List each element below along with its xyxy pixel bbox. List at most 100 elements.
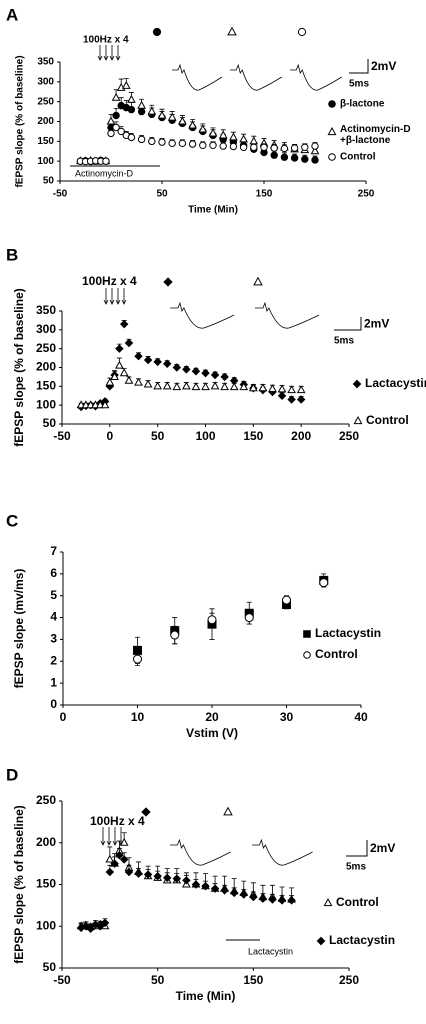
data-point bbox=[296, 395, 306, 404]
data-point bbox=[170, 630, 180, 640]
stimulus-arrow bbox=[106, 827, 112, 846]
data-point bbox=[268, 384, 277, 393]
y-tick-label: 150 bbox=[36, 379, 56, 393]
trace bbox=[230, 63, 282, 91]
data-point bbox=[199, 141, 207, 150]
stimulus-arrow bbox=[97, 45, 103, 61]
data-point bbox=[110, 859, 119, 868]
data-point bbox=[280, 153, 289, 161]
trace bbox=[172, 63, 223, 91]
trace-symbol bbox=[152, 27, 162, 37]
data-point bbox=[311, 142, 319, 150]
scale-label-y: 2mV bbox=[364, 317, 389, 331]
trace-symbol bbox=[253, 276, 263, 286]
data-point bbox=[198, 124, 208, 133]
data-point bbox=[157, 110, 167, 119]
trace-symbol bbox=[297, 27, 307, 37]
data-point bbox=[127, 94, 136, 103]
data-point bbox=[207, 615, 217, 625]
data-point bbox=[110, 372, 119, 380]
data-point bbox=[319, 578, 329, 588]
data-point bbox=[249, 892, 258, 902]
data-point bbox=[168, 139, 176, 148]
legend-label: Control bbox=[315, 647, 358, 661]
stimulus-arrow bbox=[100, 827, 106, 846]
data-point bbox=[290, 154, 299, 162]
data-point bbox=[115, 851, 124, 860]
data-point bbox=[178, 139, 187, 148]
data-point bbox=[124, 375, 134, 384]
data-point bbox=[153, 871, 162, 881]
trace bbox=[170, 301, 235, 329]
x-tick-label: 150 bbox=[243, 973, 263, 987]
data-point bbox=[290, 144, 299, 152]
data-point bbox=[201, 881, 210, 891]
y-tick-label: 100 bbox=[36, 397, 56, 411]
data-point bbox=[137, 135, 146, 144]
scale-label-y: 2mV bbox=[371, 59, 396, 73]
data-point bbox=[287, 896, 296, 905]
data-point bbox=[147, 106, 157, 115]
data-point bbox=[258, 894, 268, 903]
data-point bbox=[277, 896, 287, 905]
data-point bbox=[134, 377, 143, 386]
data-point bbox=[158, 138, 166, 146]
y-tick-label: 5 bbox=[50, 588, 57, 602]
y-tick-label: 250 bbox=[36, 341, 56, 355]
scale-label-x: 5ms bbox=[346, 862, 366, 873]
data-point bbox=[244, 613, 254, 623]
data-point bbox=[280, 144, 289, 153]
data-point bbox=[220, 372, 229, 382]
x-tick-label: 250 bbox=[339, 429, 359, 443]
data-point bbox=[106, 116, 116, 125]
x-tick-label: 50 bbox=[156, 189, 168, 200]
data-point bbox=[172, 382, 182, 391]
data-point bbox=[182, 365, 191, 374]
y-tick-label: 4 bbox=[50, 610, 57, 624]
legend-label: β-lactone bbox=[340, 99, 385, 110]
x-tick-label: 100 bbox=[195, 429, 215, 443]
data-point bbox=[210, 884, 220, 893]
data-point bbox=[102, 157, 110, 165]
y-tick-label: 100 bbox=[37, 156, 54, 167]
y-tick-label: 50 bbox=[43, 960, 57, 974]
scale-label-x: 5ms bbox=[334, 336, 354, 347]
y-tick-label: 200 bbox=[37, 116, 54, 127]
legend-marker bbox=[303, 630, 311, 638]
data-point bbox=[148, 137, 156, 146]
data-point bbox=[105, 854, 115, 863]
data-point bbox=[134, 351, 143, 361]
data-point bbox=[100, 400, 110, 409]
data-point bbox=[229, 142, 238, 151]
data-point bbox=[172, 874, 182, 883]
data-point bbox=[115, 344, 124, 353]
data-point bbox=[134, 869, 143, 878]
data-point bbox=[163, 359, 172, 368]
x-tick-label: 40 bbox=[354, 710, 368, 724]
legend-label: Lactacystin bbox=[329, 933, 395, 947]
y-axis-label: fEPSP slope (% of baseline) bbox=[12, 805, 26, 963]
y-tick-label: 150 bbox=[37, 136, 54, 147]
data-point bbox=[143, 870, 153, 879]
data-point bbox=[182, 876, 191, 885]
x-tick-label: -50 bbox=[53, 973, 71, 987]
panel-letter: D bbox=[6, 765, 18, 784]
trace bbox=[290, 63, 342, 91]
data-point bbox=[153, 381, 163, 390]
y-tick-label: 6 bbox=[50, 566, 57, 580]
data-point bbox=[229, 888, 239, 898]
y-tick-label: 200 bbox=[36, 360, 56, 374]
data-point bbox=[127, 105, 136, 114]
data-point bbox=[311, 156, 319, 164]
trace-symbol bbox=[163, 277, 173, 287]
data-point bbox=[191, 880, 201, 889]
data-point bbox=[153, 357, 162, 367]
data-point bbox=[239, 143, 248, 151]
drug-label: Actinomycin-D bbox=[75, 168, 134, 178]
x-tick-label: 50 bbox=[151, 429, 165, 443]
y-tick-label: 300 bbox=[37, 76, 54, 87]
data-point bbox=[188, 140, 197, 148]
data-point bbox=[137, 107, 146, 116]
y-tick-label: 0 bbox=[50, 697, 57, 711]
panel-letter: B bbox=[6, 245, 18, 264]
